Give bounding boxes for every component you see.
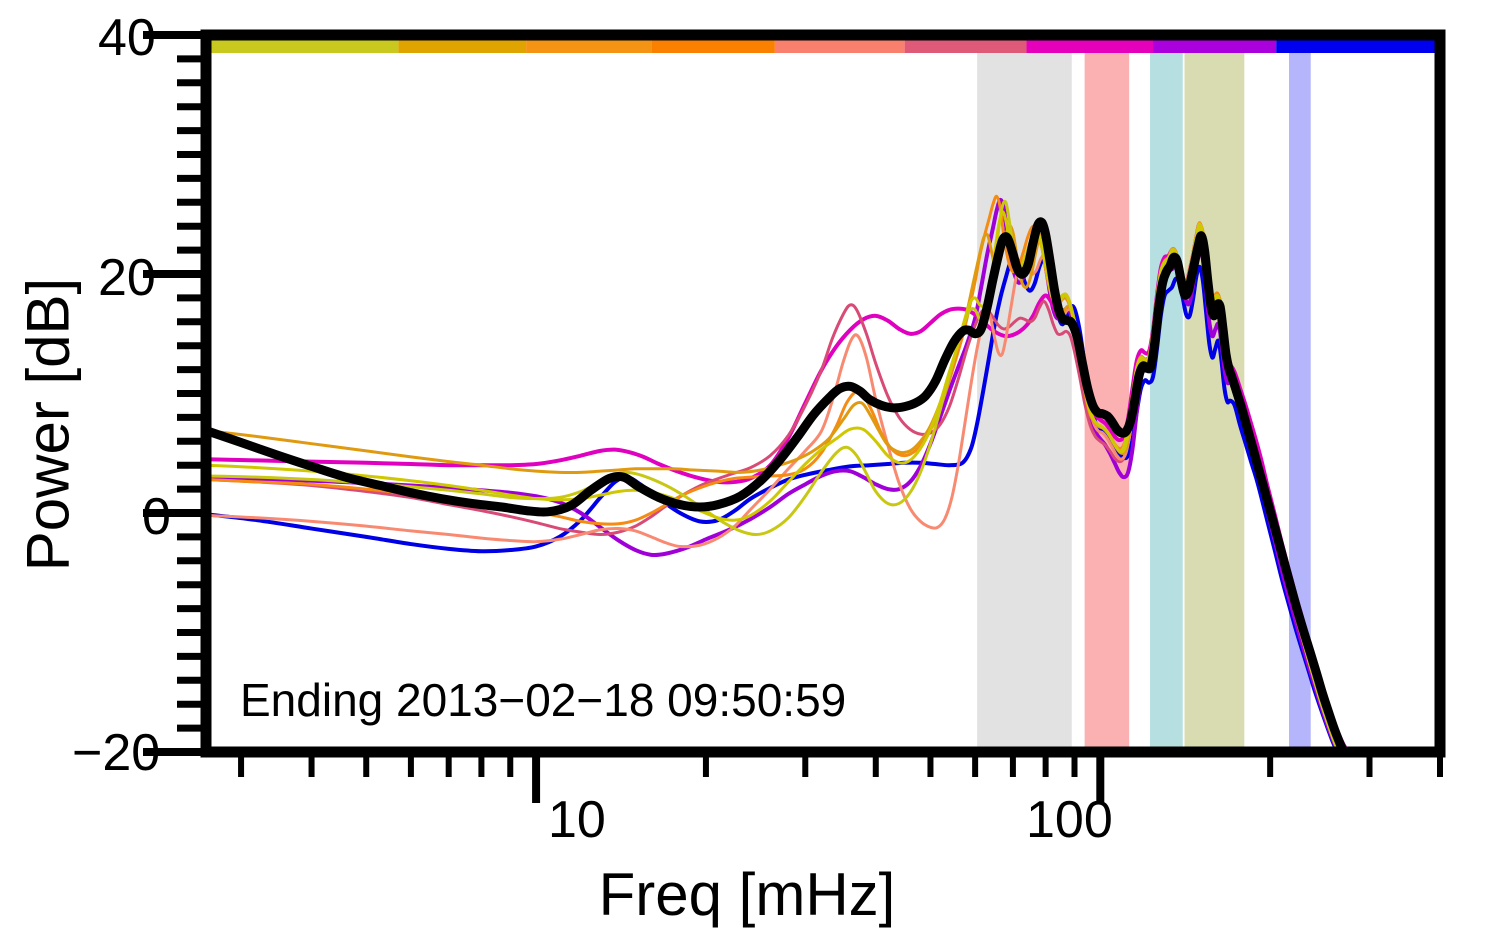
colorbar-group (206, 40, 1440, 53)
x-axis-title: Freq [mHz] (598, 861, 896, 928)
band-lavender (1289, 53, 1311, 752)
colorbar-segment-1 (398, 40, 527, 53)
colorbar-segment-0 (206, 40, 399, 53)
colorbar-segment-7 (1153, 40, 1277, 53)
colorbar-segment-6 (1026, 40, 1154, 53)
axes-frame (200, 29, 1446, 758)
ending-timestamp-annotation: Ending 2013−02−18 09:50:59 (240, 674, 847, 726)
x-tick-label-10: 10 (548, 791, 606, 849)
y-tick-label-0: 0 (142, 488, 171, 546)
colorbar-segment-4 (774, 40, 905, 53)
colorbar-segment-8 (1276, 40, 1440, 53)
y-axis-title: Power [dB] (14, 277, 82, 572)
colorbar-segment-5 (904, 40, 1027, 53)
band-gray (977, 53, 1072, 752)
shaded-bands-group (977, 53, 1311, 752)
y-tick-label-40: 40 (98, 9, 156, 67)
series-curves-group (206, 194, 1351, 752)
series-mean (206, 217, 1349, 752)
colorbar-segment-2 (526, 40, 652, 53)
band-cyan (1150, 53, 1183, 752)
x-tick-label-100: 100 (1026, 791, 1113, 849)
colorbar-segment-3 (651, 40, 775, 53)
y-tick-label-neg20: −20 (72, 724, 161, 782)
y-tick-label-20: 20 (98, 249, 156, 307)
axes-frame-group (200, 29, 1446, 758)
axis-ticks-group (143, 31, 1443, 803)
